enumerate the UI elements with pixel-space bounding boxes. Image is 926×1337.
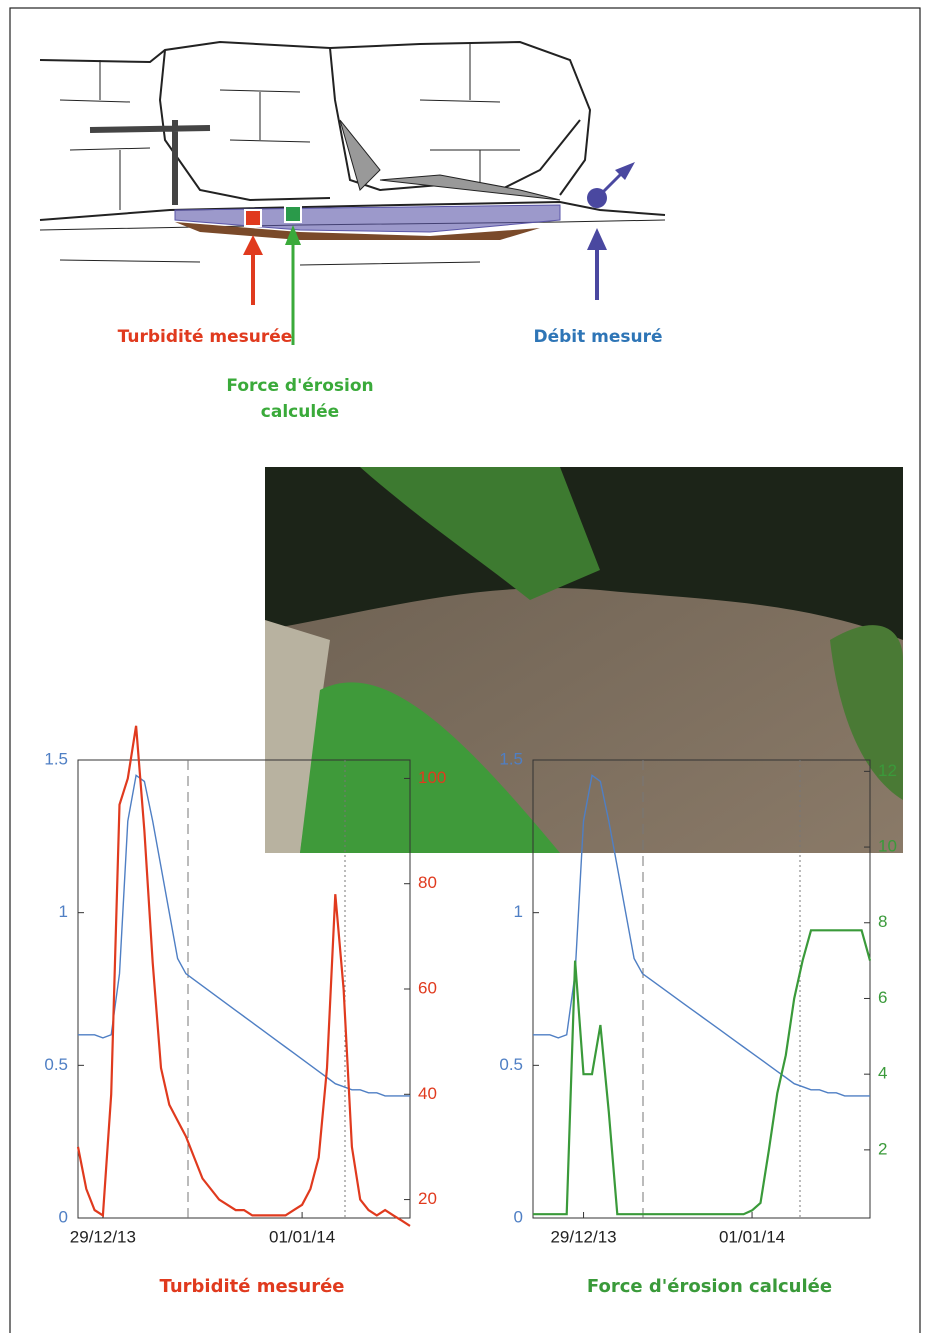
y2-tick-label: 80 xyxy=(418,873,437,892)
y2-tick-label: 12 xyxy=(878,761,897,780)
label-erosion: Force d'érosion xyxy=(226,376,373,396)
y-tick-label: 1.5 xyxy=(44,749,68,768)
y-tick-label: 0.5 xyxy=(499,1055,523,1074)
chart-title: Force d'érosion calculée xyxy=(587,1276,832,1297)
y-tick-label: 0.5 xyxy=(44,1055,68,1074)
y2-tick-label: 8 xyxy=(878,912,887,931)
y2-tick-label: 2 xyxy=(878,1139,887,1158)
y-tick-label: 0 xyxy=(59,1207,68,1226)
x-tick-label: 01/01/14 xyxy=(719,1227,785,1246)
photo xyxy=(265,467,903,853)
y2-tick-label: 20 xyxy=(418,1189,437,1208)
y2-tick-label: 4 xyxy=(878,1064,887,1083)
y2-tick-label: 40 xyxy=(418,1084,437,1103)
y-tick-label: 1 xyxy=(59,902,68,921)
y2-tick-label: 60 xyxy=(418,978,437,997)
y2-tick-label: 100 xyxy=(418,768,446,787)
x-tick-label: 29/12/13 xyxy=(550,1227,616,1246)
chart-title: Turbidité mesurée xyxy=(160,1276,345,1297)
x-tick-label: 01/01/14 xyxy=(269,1227,335,1246)
y2-tick-label: 6 xyxy=(878,988,887,1007)
y-tick-label: 0 xyxy=(514,1207,523,1226)
label-flow: Débit mesuré xyxy=(533,327,662,347)
label-turbidity: Turbidité mesurée xyxy=(118,327,293,347)
series-line xyxy=(533,930,870,1214)
cave-sketch xyxy=(40,42,665,345)
y-tick-label: 1.5 xyxy=(499,749,523,768)
figure: Turbidité mesurée Force d'érosion calcul… xyxy=(0,0,926,1333)
y2-tick-label: 10 xyxy=(878,837,897,856)
y-tick-label: 1 xyxy=(514,902,523,921)
label-erosion: calculée xyxy=(261,402,339,422)
x-tick-label: 29/12/13 xyxy=(70,1227,136,1246)
